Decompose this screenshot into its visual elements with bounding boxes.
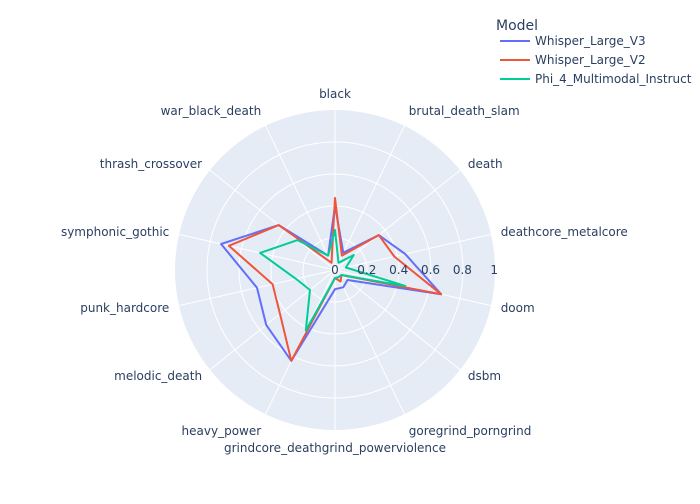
category-label: brutal_death_slam — [409, 104, 520, 118]
category-label: deathcore_metalcore — [501, 225, 628, 239]
angular-gridline — [178, 233, 336, 271]
radial-tick-labels: 0 0.2 0.4 0.6 0.8 1 — [331, 263, 498, 277]
category-label: punk_hardcore — [80, 301, 169, 315]
category-label: thrash_crossover — [100, 157, 202, 171]
legend-item-label: Whisper_Large_V2 — [535, 53, 646, 67]
category-label: dsbm — [468, 369, 501, 383]
radial-tick-label: 0.6 — [421, 263, 440, 277]
legend-title: Model — [496, 18, 538, 34]
radial-tick-label: 0.4 — [389, 263, 408, 277]
legend: Model Whisper_Large_V3 Whisper_Large_V2 Ph… — [496, 18, 692, 86]
category-label: death — [468, 157, 503, 171]
category-label: war_black_death — [161, 104, 262, 118]
angular-gridline — [334, 269, 405, 415]
angular-gridline — [265, 125, 336, 271]
series-line-phi-4-multimodal-instruct — [259, 229, 407, 332]
category-label: black — [319, 87, 351, 101]
radial-tick-label: 0.8 — [453, 263, 472, 277]
series-layer — [220, 197, 443, 362]
angular-gridline — [334, 269, 461, 371]
legend-item-label: Phi_4_Multimodal_Instruct — [535, 72, 692, 86]
legend-item-label: Whisper_Large_V3 — [535, 34, 646, 48]
radial-tick-label: 0 — [331, 263, 339, 277]
category-label: grindcore_deathgrind_powerviolence — [224, 441, 446, 455]
radial-tick-label: 1 — [490, 263, 498, 277]
angular-gridline — [334, 233, 492, 271]
series-line-whisper-large-v3 — [220, 205, 443, 362]
angular-gridline — [334, 125, 405, 271]
category-label: heavy_power — [182, 424, 262, 438]
angular-gridline — [334, 169, 461, 271]
angular-gridline — [209, 269, 336, 371]
category-label: symphonic_gothic — [61, 225, 169, 239]
category-label: goregrind_porngrind — [409, 424, 532, 438]
category-label: doom — [501, 301, 535, 315]
radial-tick-label: 0.2 — [357, 263, 376, 277]
category-label: melodic_death — [114, 369, 202, 383]
angular-gridline — [209, 169, 336, 271]
